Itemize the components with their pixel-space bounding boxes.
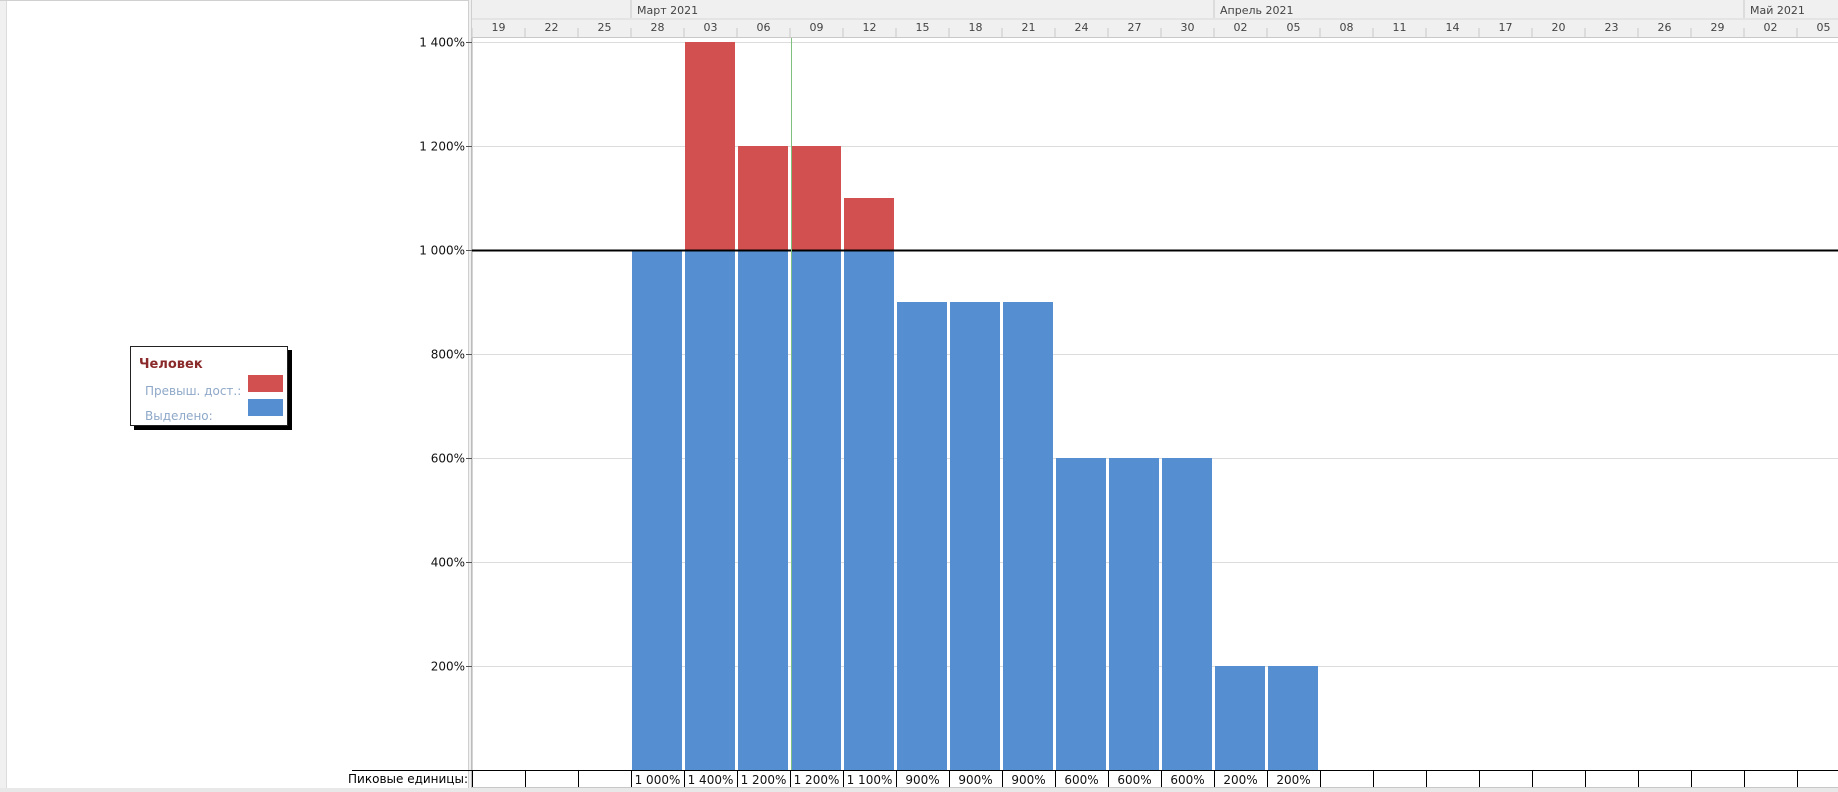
day-label-25: 05 bbox=[1817, 21, 1831, 34]
bar-overallocated-5 bbox=[738, 146, 788, 250]
day-label-12: 27 bbox=[1128, 21, 1142, 34]
y-tick-label-3: 800% bbox=[431, 348, 465, 362]
day-label-6: 09 bbox=[810, 21, 824, 34]
month-label-0: Март 2021 bbox=[637, 4, 698, 17]
peak-units-value-15: 200% bbox=[1276, 773, 1310, 787]
day-label-7: 12 bbox=[863, 21, 877, 34]
peak-units-value-14: 200% bbox=[1223, 773, 1257, 787]
bar-allocated-7 bbox=[844, 250, 894, 770]
day-label-21: 23 bbox=[1605, 21, 1619, 34]
day-label-22: 26 bbox=[1658, 21, 1672, 34]
bar-allocated-4 bbox=[685, 250, 735, 770]
bar-allocated-5 bbox=[738, 250, 788, 770]
bar-allocated-14 bbox=[1215, 666, 1265, 770]
day-label-17: 11 bbox=[1393, 21, 1407, 34]
bar-overallocated-7 bbox=[844, 198, 894, 250]
day-label-10: 21 bbox=[1022, 21, 1036, 34]
day-label-24: 02 bbox=[1764, 21, 1778, 34]
day-label-2: 25 bbox=[598, 21, 612, 34]
legend-swatch-allocated bbox=[248, 399, 283, 416]
bar-allocated-11 bbox=[1056, 458, 1106, 770]
y-tick-label-6: 1 400% bbox=[419, 36, 465, 50]
top-edge bbox=[0, 0, 472, 1]
peak-units-value-8: 900% bbox=[905, 773, 939, 787]
bar-allocated-8 bbox=[897, 302, 947, 770]
y-tick-label-2: 600% bbox=[431, 452, 465, 466]
y-tick-label-4: 1 000% bbox=[419, 244, 465, 258]
bar-overallocated-6 bbox=[791, 146, 841, 250]
peak-units-value-9: 900% bbox=[958, 773, 992, 787]
bar-allocated-3 bbox=[632, 250, 682, 770]
day-label-3: 28 bbox=[651, 21, 665, 34]
day-label-19: 17 bbox=[1499, 21, 1513, 34]
peak-units-label: Пиковые единицы: bbox=[348, 772, 468, 786]
peak-units-value-11: 600% bbox=[1064, 773, 1098, 787]
peak-units-value-12: 600% bbox=[1117, 773, 1151, 787]
day-label-5: 06 bbox=[757, 21, 771, 34]
day-label-0: 19 bbox=[492, 21, 506, 34]
bar-allocated-10 bbox=[1003, 302, 1053, 770]
peak-units-value-13: 600% bbox=[1170, 773, 1204, 787]
y-tick-label-0: 200% bbox=[431, 660, 465, 674]
day-label-16: 08 bbox=[1340, 21, 1354, 34]
peak-units-value-6: 1 200% bbox=[794, 773, 840, 787]
day-label-8: 15 bbox=[916, 21, 930, 34]
y-tick-label-5: 1 200% bbox=[419, 140, 465, 154]
bar-allocated-13 bbox=[1162, 458, 1212, 770]
peak-units-value-3: 1 000% bbox=[635, 773, 681, 787]
peak-units-value-5: 1 200% bbox=[741, 773, 787, 787]
day-label-23: 29 bbox=[1711, 21, 1725, 34]
month-label-1: Апрель 2021 bbox=[1220, 4, 1293, 17]
horizontal-scrollbar[interactable] bbox=[0, 788, 1838, 792]
legend-swatch-overallocated bbox=[248, 375, 283, 392]
left-panel-strip bbox=[0, 0, 7, 792]
month-label-2: Май 2021 bbox=[1750, 4, 1805, 17]
day-label-20: 20 bbox=[1552, 21, 1566, 34]
legend-title: Человек bbox=[139, 357, 203, 372]
day-label-1: 22 bbox=[545, 21, 559, 34]
day-label-15: 05 bbox=[1287, 21, 1301, 34]
y-tick-label-1: 400% bbox=[431, 556, 465, 570]
day-label-14: 02 bbox=[1234, 21, 1248, 34]
bar-allocated-15 bbox=[1268, 666, 1318, 770]
day-label-9: 18 bbox=[969, 21, 983, 34]
day-label-18: 14 bbox=[1446, 21, 1460, 34]
legend: Человек Превыш. дост.: Выделено: bbox=[130, 346, 288, 426]
day-label-11: 24 bbox=[1075, 21, 1089, 34]
legend-label-overallocated: Превыш. дост.: bbox=[145, 384, 242, 398]
peak-units-value-10: 900% bbox=[1011, 773, 1045, 787]
bar-allocated-6 bbox=[791, 250, 841, 770]
peak-units-value-7: 1 100% bbox=[847, 773, 893, 787]
day-label-4: 03 bbox=[704, 21, 718, 34]
peak-units-value-4: 1 400% bbox=[688, 773, 734, 787]
bar-overallocated-4 bbox=[685, 42, 735, 250]
bar-allocated-12 bbox=[1109, 458, 1159, 770]
day-label-13: 30 bbox=[1181, 21, 1195, 34]
legend-label-allocated: Выделено: bbox=[145, 409, 213, 423]
bar-allocated-9 bbox=[950, 302, 1000, 770]
